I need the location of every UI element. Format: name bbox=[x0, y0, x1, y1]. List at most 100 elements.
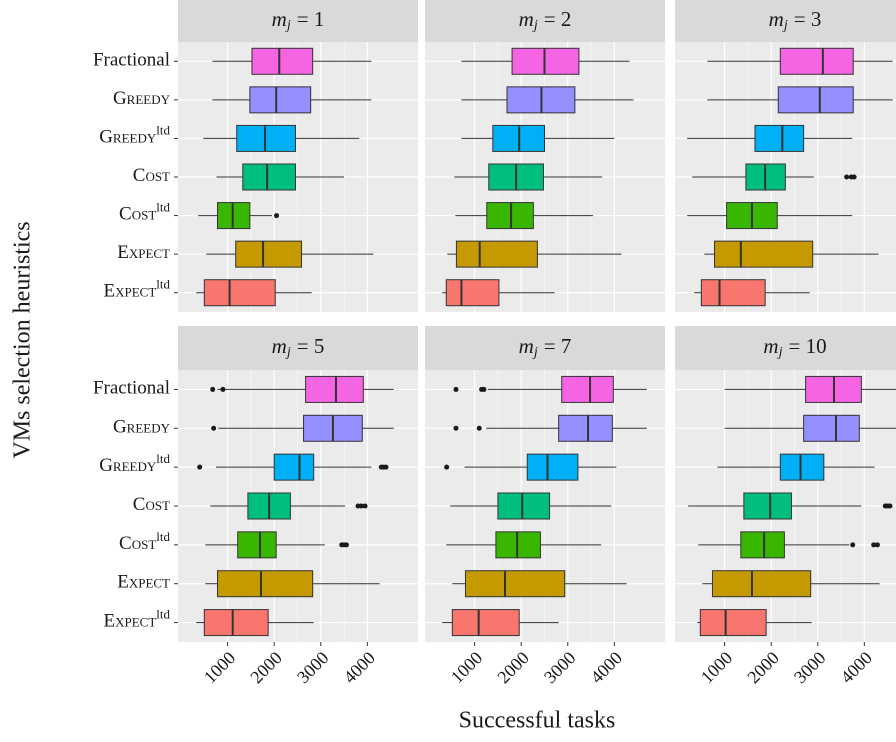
outlier bbox=[481, 386, 487, 392]
facet-strip bbox=[425, 326, 665, 370]
facet-title-sub: j bbox=[285, 345, 291, 360]
facet-strip bbox=[675, 0, 896, 42]
x-tick-label: 1000 bbox=[697, 648, 737, 688]
outlier bbox=[383, 464, 389, 470]
y-tick-label-sup: ltd bbox=[156, 277, 170, 292]
x-tick-label: 4000 bbox=[340, 648, 380, 688]
box bbox=[273, 453, 315, 481]
box bbox=[743, 492, 792, 520]
outlier bbox=[210, 386, 216, 392]
facet-title-sub: j bbox=[532, 18, 538, 33]
box bbox=[251, 47, 314, 75]
box bbox=[699, 609, 767, 637]
box bbox=[451, 609, 520, 637]
facet-title-sub: j bbox=[532, 345, 538, 360]
box bbox=[445, 279, 500, 307]
outlier bbox=[844, 174, 850, 180]
facet-title-value: = 3 bbox=[794, 7, 822, 31]
y-tick-label-name: Greedy bbox=[99, 456, 157, 477]
x-axis-label: Successful tasks bbox=[459, 708, 616, 734]
y-tick-label: Greedy bbox=[113, 417, 171, 438]
x-tick-label: 4000 bbox=[587, 648, 627, 688]
box bbox=[497, 492, 551, 520]
outlier bbox=[850, 542, 856, 548]
box bbox=[711, 570, 812, 598]
box bbox=[237, 531, 277, 559]
box bbox=[495, 531, 541, 559]
y-tick-label-name: Greedy bbox=[113, 417, 171, 438]
x-tick-label: 1000 bbox=[200, 648, 240, 688]
y-tick-label-name: Cost bbox=[119, 533, 156, 554]
y-tick-label-name: Greedy bbox=[113, 88, 171, 109]
box bbox=[526, 453, 579, 481]
y-tick-label: Expect bbox=[117, 243, 170, 264]
y-tick-label: Expect bbox=[117, 572, 170, 593]
y-tick-label: Greedyltd bbox=[99, 451, 170, 476]
box bbox=[217, 202, 251, 230]
box bbox=[242, 163, 296, 191]
y-tick-label: Costltd bbox=[119, 200, 170, 225]
box bbox=[740, 531, 785, 559]
y-tick-label: Expectltd bbox=[103, 607, 170, 632]
facet-strip bbox=[675, 326, 896, 370]
facet-title: mj = 10 bbox=[763, 334, 826, 360]
facet-title-var: m bbox=[769, 7, 784, 31]
y-tick-label: Greedyltd bbox=[99, 122, 170, 147]
outlier bbox=[211, 425, 217, 431]
y-tick-label-name: Expect bbox=[103, 611, 156, 632]
facet-title-var: m bbox=[272, 334, 287, 358]
y-tick-label-sup: ltd bbox=[156, 122, 170, 137]
y-tick-label-sup: ltd bbox=[156, 607, 170, 622]
x-tick-label: 1000 bbox=[447, 648, 487, 688]
box bbox=[305, 375, 364, 403]
y-tick-label: Fractional bbox=[93, 50, 170, 71]
outlier bbox=[851, 174, 857, 180]
facet-strip bbox=[178, 326, 418, 370]
y-tick-label: Cost bbox=[133, 165, 170, 186]
y-tick-label-name: Greedy bbox=[99, 127, 157, 148]
y-tick-label-sup: ltd bbox=[156, 451, 170, 466]
facet-title-value: = 7 bbox=[544, 334, 572, 358]
outlier bbox=[343, 542, 349, 548]
facet-title: mj = 5 bbox=[272, 334, 325, 360]
box bbox=[235, 240, 303, 268]
facet-title-var: m bbox=[272, 7, 287, 31]
outlier bbox=[874, 542, 880, 548]
y-tick-label-name: Fractional bbox=[93, 50, 170, 71]
box bbox=[803, 414, 860, 442]
box bbox=[777, 86, 854, 114]
box bbox=[203, 609, 269, 637]
box bbox=[464, 570, 566, 598]
box bbox=[779, 453, 825, 481]
box bbox=[236, 124, 296, 152]
y-tick-label: Fractional bbox=[93, 378, 170, 399]
box bbox=[779, 47, 854, 75]
facet-title: mj = 7 bbox=[519, 334, 572, 360]
y-tick-label-name: Expect bbox=[117, 572, 170, 593]
outlier bbox=[444, 464, 450, 470]
box bbox=[700, 279, 766, 307]
x-tick-label: 3000 bbox=[540, 648, 580, 688]
box bbox=[714, 240, 814, 268]
outlier bbox=[197, 464, 203, 470]
box bbox=[511, 47, 580, 75]
y-axis-label: VMs selection heuristics bbox=[10, 221, 36, 458]
outlier bbox=[871, 542, 877, 548]
y-tick-label: Greedy bbox=[113, 88, 171, 109]
y-tick-label: Cost bbox=[133, 494, 170, 515]
x-tick-label: 2000 bbox=[743, 648, 783, 688]
facet-title: mj = 2 bbox=[519, 7, 572, 33]
facet-title-sub: j bbox=[285, 18, 291, 33]
outlier bbox=[358, 503, 364, 509]
facet-title-sub: j bbox=[777, 345, 783, 360]
outlier bbox=[476, 425, 482, 431]
x-tick-label: 4000 bbox=[837, 648, 877, 688]
x-tick-label: 3000 bbox=[293, 648, 333, 688]
outlier bbox=[453, 386, 459, 392]
x-tick-label: 2000 bbox=[493, 648, 533, 688]
y-tick-label-name: Fractional bbox=[93, 378, 170, 399]
facet-title-var: m bbox=[519, 7, 534, 31]
y-tick-label-name: Expect bbox=[117, 243, 170, 264]
outlier bbox=[887, 503, 893, 509]
box bbox=[754, 124, 805, 152]
